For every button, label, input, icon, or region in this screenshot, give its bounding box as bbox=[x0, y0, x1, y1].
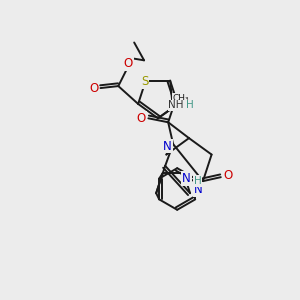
Text: S: S bbox=[141, 75, 148, 88]
Text: O: O bbox=[137, 112, 146, 125]
Text: O: O bbox=[89, 82, 98, 94]
Text: N: N bbox=[163, 140, 172, 152]
Text: O: O bbox=[223, 169, 232, 182]
Text: N: N bbox=[177, 95, 186, 108]
Text: H: H bbox=[186, 100, 194, 110]
Text: O: O bbox=[124, 57, 133, 70]
Text: CH₃: CH₃ bbox=[172, 94, 189, 103]
Text: NH: NH bbox=[168, 100, 184, 110]
Text: N: N bbox=[182, 172, 191, 185]
Text: H: H bbox=[194, 176, 201, 186]
Text: N: N bbox=[194, 183, 202, 196]
